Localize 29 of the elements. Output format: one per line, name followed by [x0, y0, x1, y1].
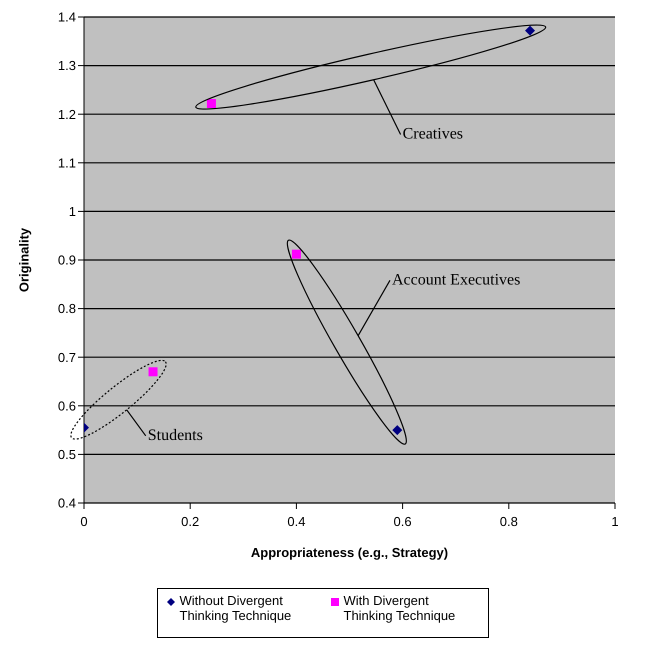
y-tick-label: 0.9 [58, 252, 76, 268]
y-tick-label: 1.1 [58, 155, 76, 170]
y-tick-label: 0.4 [58, 496, 76, 511]
y-tick-label: 1.4 [58, 10, 76, 25]
y-tick-label: 1.3 [58, 58, 76, 74]
x-tick-label: 1 [611, 514, 619, 530]
y-tick-label: 0.6 [58, 398, 76, 414]
x-tick-label: 0.6 [394, 514, 412, 530]
y-tick-label: 0.8 [58, 301, 76, 316]
point [206, 99, 216, 108]
y-tick-label: 0.5 [58, 447, 76, 462]
x-tick-label: 0.2 [181, 514, 200, 530]
annotation: Account Executives [392, 271, 520, 288]
y-axis-title: Originality [16, 227, 32, 292]
x-tick-label: 0 [80, 514, 88, 530]
annotation: Creatives [402, 126, 464, 142]
x-axis-title: Appropriateness (e.g., Strategy) [250, 545, 448, 560]
x-tick-label: 0.8 [500, 514, 518, 530]
annotation: Students [148, 426, 203, 444]
point [525, 26, 536, 36]
legend-label: With Divergent Thinking Technique [344, 593, 456, 623]
y-tick-label: 1 [68, 204, 76, 220]
point [148, 367, 158, 376]
legend-label: Without Divergent Thinking Technique [180, 593, 292, 623]
point [392, 425, 402, 436]
x-tick-label: 0.4 [287, 514, 306, 530]
y-tick-label: 0.7 [58, 350, 76, 365]
y-tick-label: 1.2 [58, 106, 76, 122]
point [292, 250, 301, 259]
